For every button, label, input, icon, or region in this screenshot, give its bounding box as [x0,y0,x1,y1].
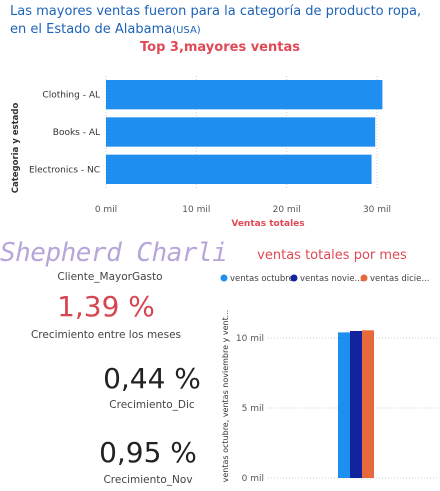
bar-chart-bars [106,80,383,184]
legend-marker-1 [220,274,228,282]
bar-chart-x-axis-label: Ventas totales [231,219,304,229]
bar-x-tick-label: 0 mil [95,205,117,215]
column-chart-y-ticks: 0 mil 5 mil 10 mil [236,334,264,484]
nov-kpi-caption: Crecimiento_Nov [103,474,193,486]
column-chart: ventas octubre ventas novie... ventas dici… [220,274,438,484]
column-chart-legend: ventas octubre ventas novie... ventas dici… [220,274,429,284]
top-customer-name: Shepherd Charli [0,238,228,268]
column-chart-bars [338,330,374,478]
headline-suffix: (USA) [172,25,201,36]
nov-kpi-value: 0,95 % [99,436,197,469]
bar-category-label: Books - AL [53,128,100,138]
bar-chart-x-ticks: 0 mil 10 mil 20 mil 30 mil [95,205,391,215]
bar-chart-category-labels: Clothing - AL Books - AL Electronics - NC [29,91,100,176]
bar-2 [106,117,376,147]
legend-marker-3 [360,274,368,282]
bar-category-label: Electronics - NC [29,165,100,175]
legend-label-2: ventas novie... [300,274,363,284]
bar-x-tick-label: 10 mil [182,205,210,215]
bar-chart-y-axis-label: Categoria y estado [11,103,21,194]
bar-category-label: Clothing - AL [42,91,100,101]
column-bar-2 [350,331,362,478]
column-y-tick-label: 0 mil [242,474,264,484]
growth-kpi-caption: Crecimiento entre los meses [30,329,182,341]
dic-kpi-caption: Crecimiento_Dic [109,399,195,411]
legend-label-1: ventas octubre [230,274,294,284]
bar-x-tick-label: 30 mil [363,205,391,215]
growth-kpi-value: 1,39 % [57,290,155,323]
legend-marker-2 [290,274,298,282]
bar-chart-title: Top 3,mayores ventas [140,40,300,55]
dic-kpi-value: 0,44 % [103,362,201,395]
column-chart-title: ventas totales por mes [257,248,407,263]
top-customer-caption: Cliente_MayorGasto [57,271,163,283]
headline-text: Las mayores ventas fueron para la catego… [10,4,422,37]
headline: Las mayores ventas fueron para la catego… [10,3,435,40]
legend-label-3: ventas dicie... [370,274,429,284]
bar-x-tick-label: 20 mil [273,205,301,215]
column-chart-y-axis-label: ventas octubre, ventas noviembre y vent.… [221,310,230,483]
bar-3 [106,154,372,184]
column-bar-1 [338,332,350,478]
bar-1 [106,80,383,110]
column-y-tick-label: 10 mil [236,334,264,344]
column-y-tick-label: 5 mil [242,404,264,414]
column-bar-3 [362,330,374,478]
